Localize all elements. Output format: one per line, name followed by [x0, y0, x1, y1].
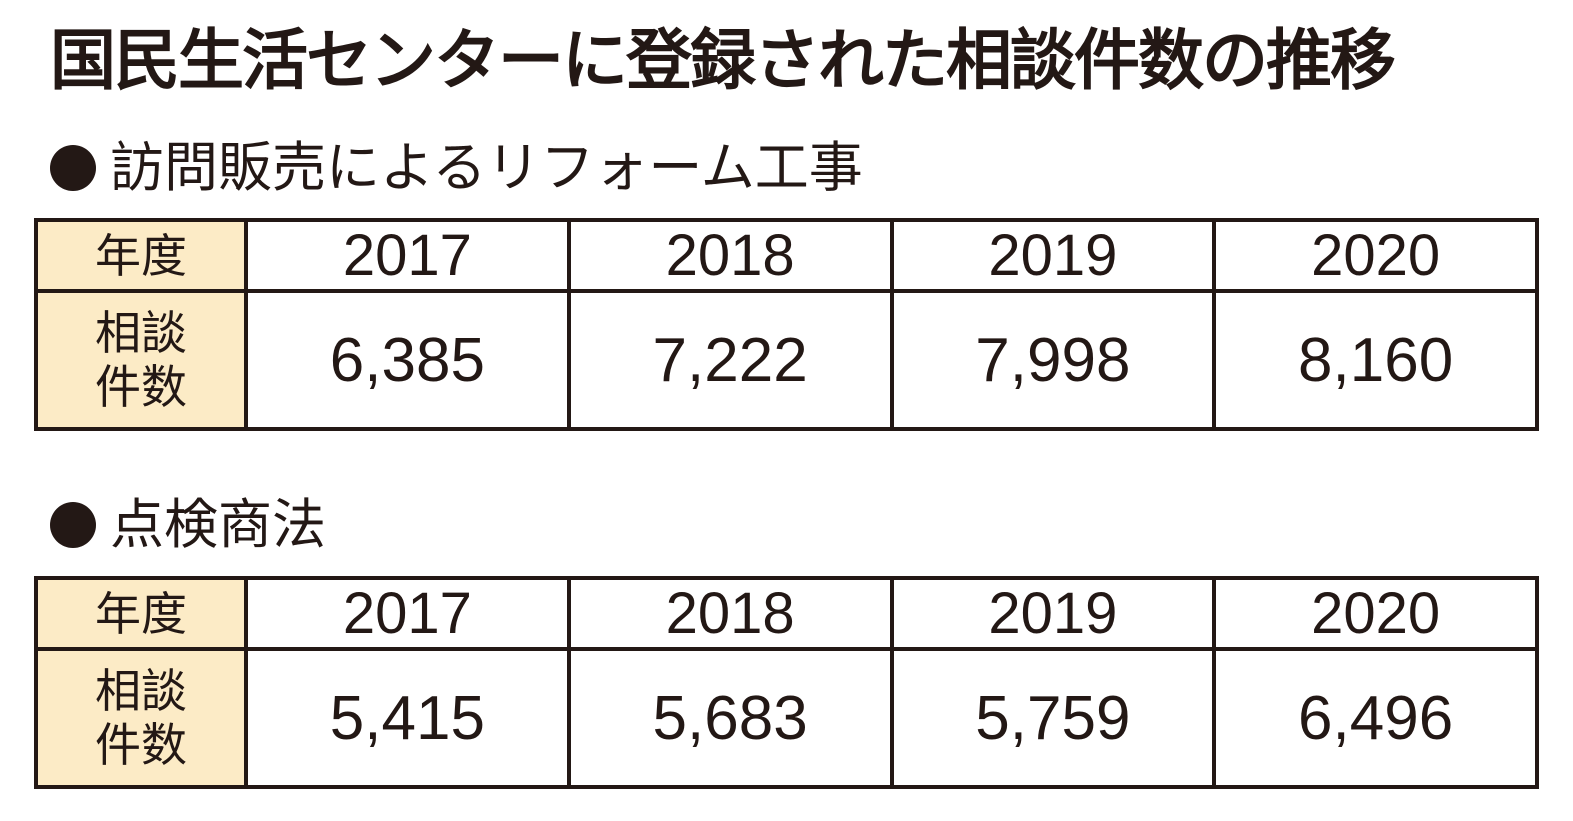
header-cell-count-text: 相談件数	[95, 306, 187, 414]
bullet-icon	[50, 502, 96, 548]
section-heading-inspection: 点検商法	[50, 490, 326, 560]
page-title: 国民生活センターに登録された相談件数の推移	[50, 22, 1396, 99]
header-cell-count: 相談件数	[34, 289, 248, 431]
section-heading-text: 訪問販売によるリフォーム工事	[110, 136, 863, 199]
table-row-counts: 相談件数 5,415 5,683 5,759 6,496	[34, 647, 1539, 789]
bullet-icon	[50, 145, 96, 191]
header-cell-year: 年度	[34, 218, 248, 293]
count-cell: 5,683	[566, 647, 894, 789]
table-row-years: 年度 2017 2018 2019 2020	[34, 218, 1539, 293]
count-cell: 7,222	[566, 289, 894, 431]
section-heading-reform: 訪問販売によるリフォーム工事	[50, 133, 863, 203]
table-inspection: 年度 2017 2018 2019 2020 相談件数 5,415 5,683 …	[34, 576, 1539, 789]
count-cell: 6,496	[1212, 647, 1539, 789]
count-cell: 6,385	[244, 289, 571, 431]
count-cell: 5,759	[889, 647, 1217, 789]
year-cell: 2019	[889, 218, 1217, 293]
table-row-counts: 相談件数 6,385 7,222 7,998 8,160	[34, 289, 1539, 431]
table-row-years: 年度 2017 2018 2019 2020	[34, 576, 1539, 651]
count-cell: 8,160	[1212, 289, 1539, 431]
count-cell: 5,415	[244, 647, 571, 789]
header-cell-count-text: 相談件数	[95, 664, 187, 772]
year-cell: 2020	[1212, 218, 1539, 293]
year-cell: 2018	[566, 218, 894, 293]
table-reform: 年度 2017 2018 2019 2020 相談件数 6,385 7,222 …	[34, 218, 1539, 431]
year-cell: 2017	[244, 576, 571, 651]
year-cell: 2020	[1212, 576, 1539, 651]
header-cell-count: 相談件数	[34, 647, 248, 789]
year-cell: 2017	[244, 218, 571, 293]
year-cell: 2018	[566, 576, 894, 651]
header-cell-year: 年度	[34, 576, 248, 651]
count-cell: 7,998	[889, 289, 1217, 431]
section-heading-text: 点検商法	[110, 493, 326, 556]
year-cell: 2019	[889, 576, 1217, 651]
